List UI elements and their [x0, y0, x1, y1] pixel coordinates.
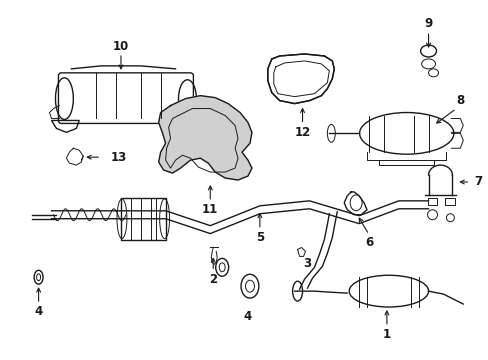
Text: 5: 5	[255, 231, 264, 244]
Text: 10: 10	[113, 40, 129, 53]
Text: 11: 11	[202, 203, 218, 216]
Text: 4: 4	[244, 310, 252, 323]
Text: 13: 13	[111, 151, 127, 164]
Polygon shape	[158, 96, 251, 180]
Bar	[121, 198, 165, 239]
Bar	[427, 198, 437, 205]
Text: 6: 6	[364, 236, 372, 249]
Text: 8: 8	[455, 94, 464, 107]
Text: 1: 1	[382, 328, 390, 341]
Text: 2: 2	[209, 273, 217, 286]
Text: 7: 7	[473, 175, 481, 189]
Text: 4: 4	[35, 306, 42, 319]
Text: 9: 9	[424, 17, 432, 30]
Text: 12: 12	[294, 126, 310, 139]
Bar	[445, 198, 454, 205]
Text: 3: 3	[303, 257, 311, 270]
